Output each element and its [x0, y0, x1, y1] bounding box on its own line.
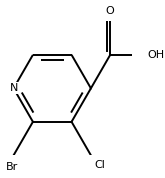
- Text: OH: OH: [148, 50, 165, 60]
- Text: Br: Br: [5, 162, 18, 172]
- Text: N: N: [9, 83, 18, 93]
- Text: O: O: [106, 6, 115, 16]
- Text: Cl: Cl: [94, 160, 105, 170]
